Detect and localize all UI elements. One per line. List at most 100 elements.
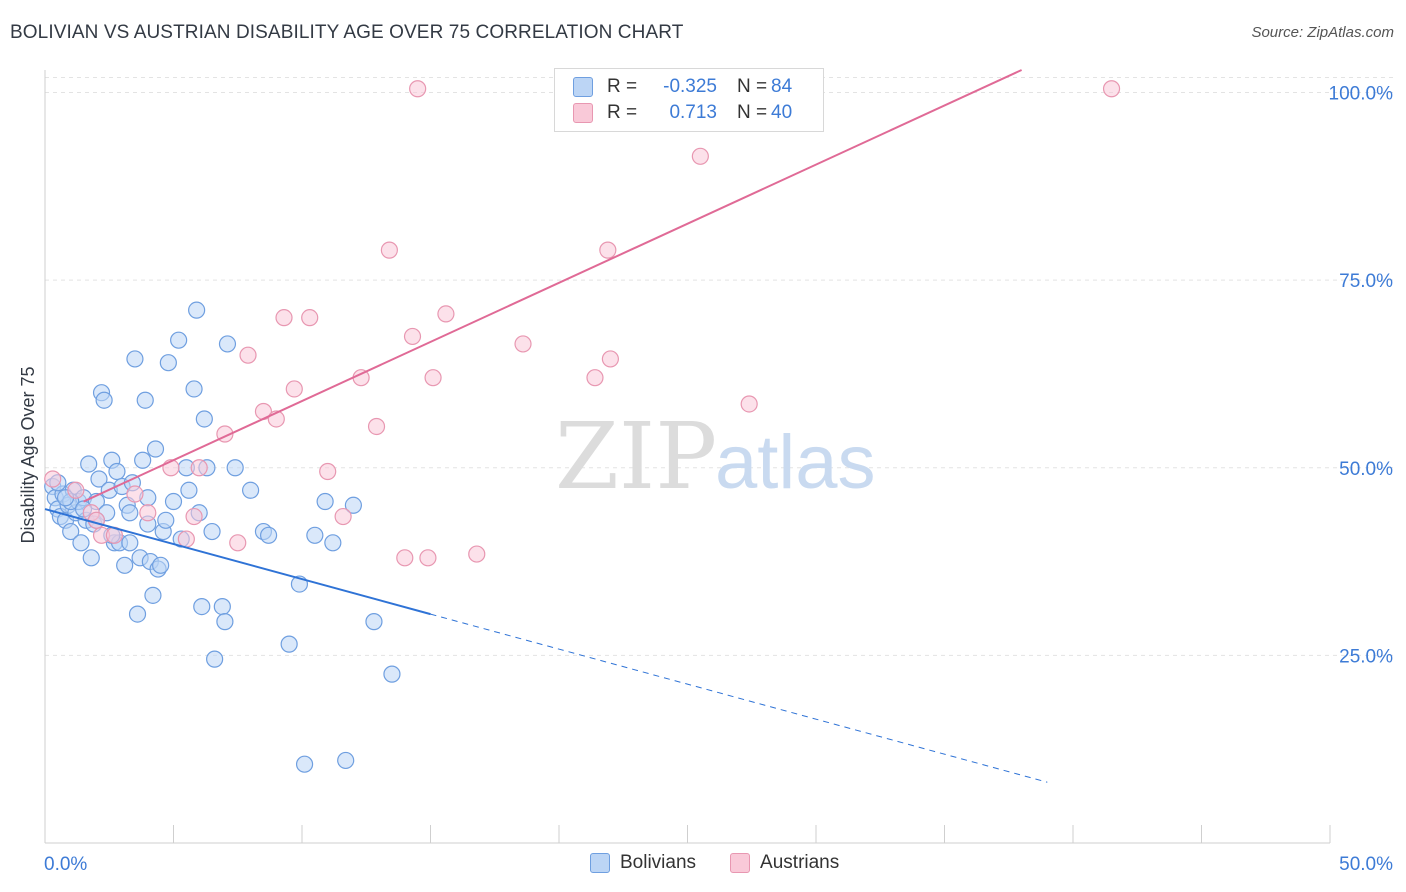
point-austrians: [409, 80, 427, 98]
point-bolivians: [185, 380, 203, 398]
point-austrians: [301, 309, 319, 327]
trend-line-bolivians-extension: [430, 613, 1048, 783]
trend-lines: [44, 69, 1048, 783]
point-bolivians: [90, 470, 108, 488]
y-tick-label: 25.0%: [1339, 646, 1393, 667]
grid-lines: [45, 77, 1395, 656]
legend-r-value: -0.325: [663, 76, 717, 97]
point-bolivians: [259, 526, 278, 544]
point-austrians: [44, 470, 62, 488]
point-austrians: [239, 346, 257, 364]
point-bolivians: [170, 331, 188, 349]
axes: [44, 70, 1331, 844]
point-austrians: [319, 462, 337, 481]
point-austrians: [419, 549, 437, 567]
point-austrians: [740, 395, 758, 413]
series-label-austrians: Austrians: [760, 852, 840, 873]
point-bolivians: [295, 755, 314, 773]
point-bolivians: [213, 597, 231, 616]
point-bolivians: [144, 586, 162, 604]
point-bolivians: [157, 511, 175, 529]
point-bolivians: [280, 635, 298, 653]
point-austrians: [424, 369, 442, 387]
point-austrians: [126, 485, 144, 503]
point-bolivians: [383, 665, 401, 683]
point-austrians: [177, 530, 195, 548]
point-austrians: [514, 335, 532, 353]
point-bolivians: [128, 605, 147, 623]
y-tick-label: 100.0%: [1329, 84, 1394, 105]
point-austrians: [67, 481, 85, 499]
point-bolivians: [188, 301, 206, 319]
series-legend-austrians[interactable]: Austrians: [730, 852, 839, 874]
point-bolivians: [195, 410, 213, 428]
legend-swatch-austrians: [573, 103, 593, 123]
legend-r-label: R =: [607, 76, 638, 97]
point-bolivians: [216, 613, 234, 631]
point-bolivians: [136, 391, 154, 409]
point-austrians: [601, 350, 620, 368]
point-austrians: [586, 369, 604, 387]
point-bolivians: [121, 504, 139, 522]
series-label-bolivians: Bolivians: [620, 852, 697, 873]
point-austrians: [437, 305, 455, 323]
point-bolivians: [337, 751, 355, 770]
point-bolivians: [344, 496, 362, 514]
point-bolivians: [193, 597, 211, 616]
point-austrians: [334, 507, 352, 526]
point-bolivians: [365, 613, 383, 631]
point-bolivians: [108, 462, 126, 481]
point-bolivians: [134, 451, 152, 469]
series-legend: Bolivians Austrians: [590, 852, 873, 874]
point-bolivians: [72, 534, 90, 552]
legend-row-bolivians: R = -0.325 N = 84: [573, 74, 792, 100]
point-austrians: [403, 327, 422, 346]
series-swatch-bolivians: [590, 853, 610, 873]
point-bolivians: [126, 350, 144, 368]
point-austrians: [275, 309, 293, 327]
legend-n-label: N =: [737, 76, 768, 97]
point-bolivians: [146, 440, 165, 458]
point-bolivians: [82, 549, 100, 567]
trend-line-bolivians: [44, 508, 431, 616]
watermark-zip: ZIP: [555, 403, 717, 510]
trend-line-austrians: [83, 69, 1023, 503]
y-axis-title: Disability Age Over 75: [18, 366, 38, 543]
point-bolivians: [203, 522, 221, 541]
point-austrians: [87, 511, 106, 529]
y-tick-label: 50.0%: [1339, 459, 1393, 480]
point-bolivians: [316, 492, 334, 511]
point-austrians: [190, 459, 208, 477]
legend-n-label: N =: [737, 102, 768, 123]
point-bolivians: [121, 534, 139, 552]
tick-labels: 25.0% 50.0% 75.0% 100.0% 0.0% 50.0%: [44, 84, 1393, 875]
legend-n-value: 40: [771, 102, 793, 123]
point-bolivians: [95, 391, 113, 409]
series-swatch-austrians: [730, 853, 751, 873]
point-bolivians: [324, 534, 342, 552]
point-bolivians: [226, 459, 244, 477]
source-label: Source: ZipAtlas.com: [1251, 24, 1394, 41]
point-bolivians: [206, 650, 224, 668]
point-bolivians: [80, 455, 98, 473]
point-bolivians: [180, 481, 198, 499]
point-austrians: [599, 241, 617, 259]
point-bolivians: [159, 354, 177, 372]
point-bolivians: [62, 522, 80, 541]
y-tick-label: 75.0%: [1339, 271, 1393, 292]
x-tick-label: 0.0%: [44, 854, 87, 875]
legend-n-value: 84: [771, 76, 793, 97]
legend-r-value: 0.713: [669, 102, 717, 123]
legend-r-label: R =: [607, 102, 638, 123]
point-austrians: [185, 507, 203, 526]
correlation-legend: R = -0.325 N = 84 R = 0.713 N = 40: [554, 68, 824, 132]
series-legend-bolivians[interactable]: Bolivians: [590, 852, 696, 874]
watermark-atlas: atlas: [715, 420, 876, 505]
data-points: [44, 80, 1121, 773]
point-bolivians: [116, 556, 134, 574]
x-tick-label: 50.0%: [1339, 854, 1393, 875]
point-austrians: [139, 504, 157, 522]
chart-title: BOLIVIAN VS AUSTRIAN DISABILITY AGE OVER…: [10, 22, 684, 43]
point-bolivians: [218, 335, 237, 353]
